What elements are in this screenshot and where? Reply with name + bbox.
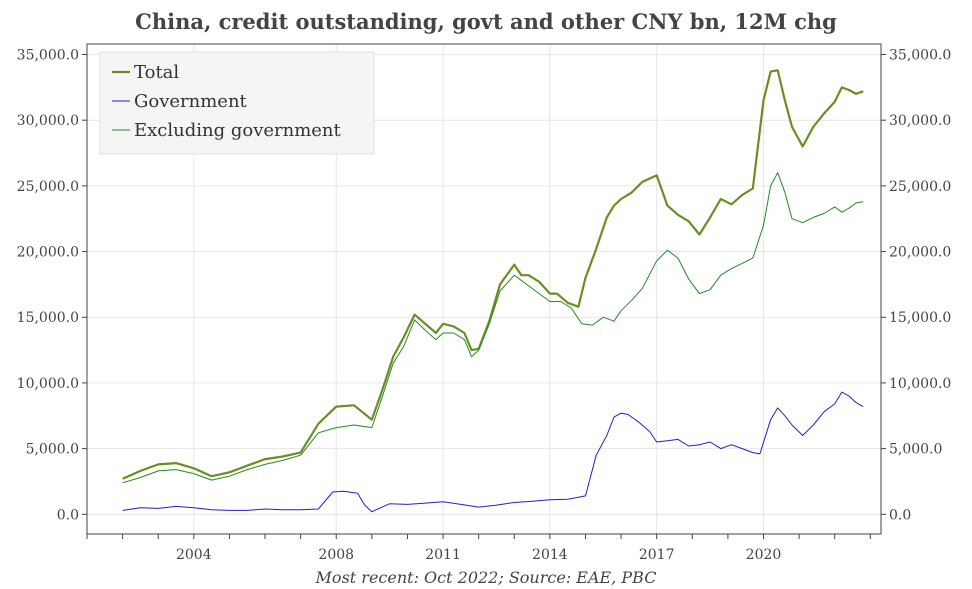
y-tick-label-right: 25,000.0 (889, 179, 951, 195)
y-tick-label-right: 15,000.0 (889, 310, 951, 326)
y-tick-label-left: 35,000.0 (17, 48, 79, 64)
x-tick-label: 2017 (639, 547, 675, 563)
legend-box (99, 51, 375, 155)
chart-title: China, credit outstanding, govt and othe… (135, 9, 837, 34)
series-layer (122, 69, 864, 513)
y-tick-label-right: 5,000.0 (889, 442, 942, 458)
plot-border (86, 43, 882, 535)
x-tick-label: 2008 (318, 547, 354, 563)
y-tick-label-left: 15,000.0 (17, 310, 79, 326)
y-tick-label-left: 0.0 (57, 507, 79, 523)
x-tick-label: 2014 (532, 547, 568, 563)
series-line-excluding-government (122, 172, 864, 484)
series-line-total (122, 69, 864, 480)
axis-layer: 0.0 0.0 5,000.0 5,000.0 10,000.0 10,000.0 15,0… (17, 48, 952, 563)
y-tick-label-left: 10,000.0 (17, 376, 79, 392)
grid-layer (87, 44, 881, 534)
chart-subtitle: Most recent: Oct 2022; Source: EAE, PBC (315, 568, 657, 587)
y-tick-label-right: 10,000.0 (889, 376, 951, 392)
x-tick-label: 2011 (425, 547, 461, 563)
y-tick-label-left: 20,000.0 (17, 245, 79, 261)
legend-label-total: Total (134, 62, 179, 83)
y-tick-label-left: 25,000.0 (17, 179, 79, 195)
series-line-government (122, 391, 864, 513)
plot-frame (86, 43, 882, 535)
legend-label-government: Government (134, 91, 248, 112)
legend-label-excluding-government: Excluding government (134, 120, 342, 141)
x-tick-label: 2004 (176, 547, 212, 563)
y-tick-label-right: 30,000.0 (889, 113, 951, 129)
x-tick-label: 2020 (746, 547, 782, 563)
y-tick-label-left: 30,000.0 (17, 113, 79, 129)
y-tick-label-right: 0.0 (889, 507, 911, 523)
legend: Total Government Excluding government (99, 51, 375, 155)
y-tick-label-right: 35,000.0 (889, 48, 951, 64)
y-tick-label-right: 20,000.0 (889, 245, 951, 261)
y-tick-label-left: 5,000.0 (26, 442, 79, 458)
